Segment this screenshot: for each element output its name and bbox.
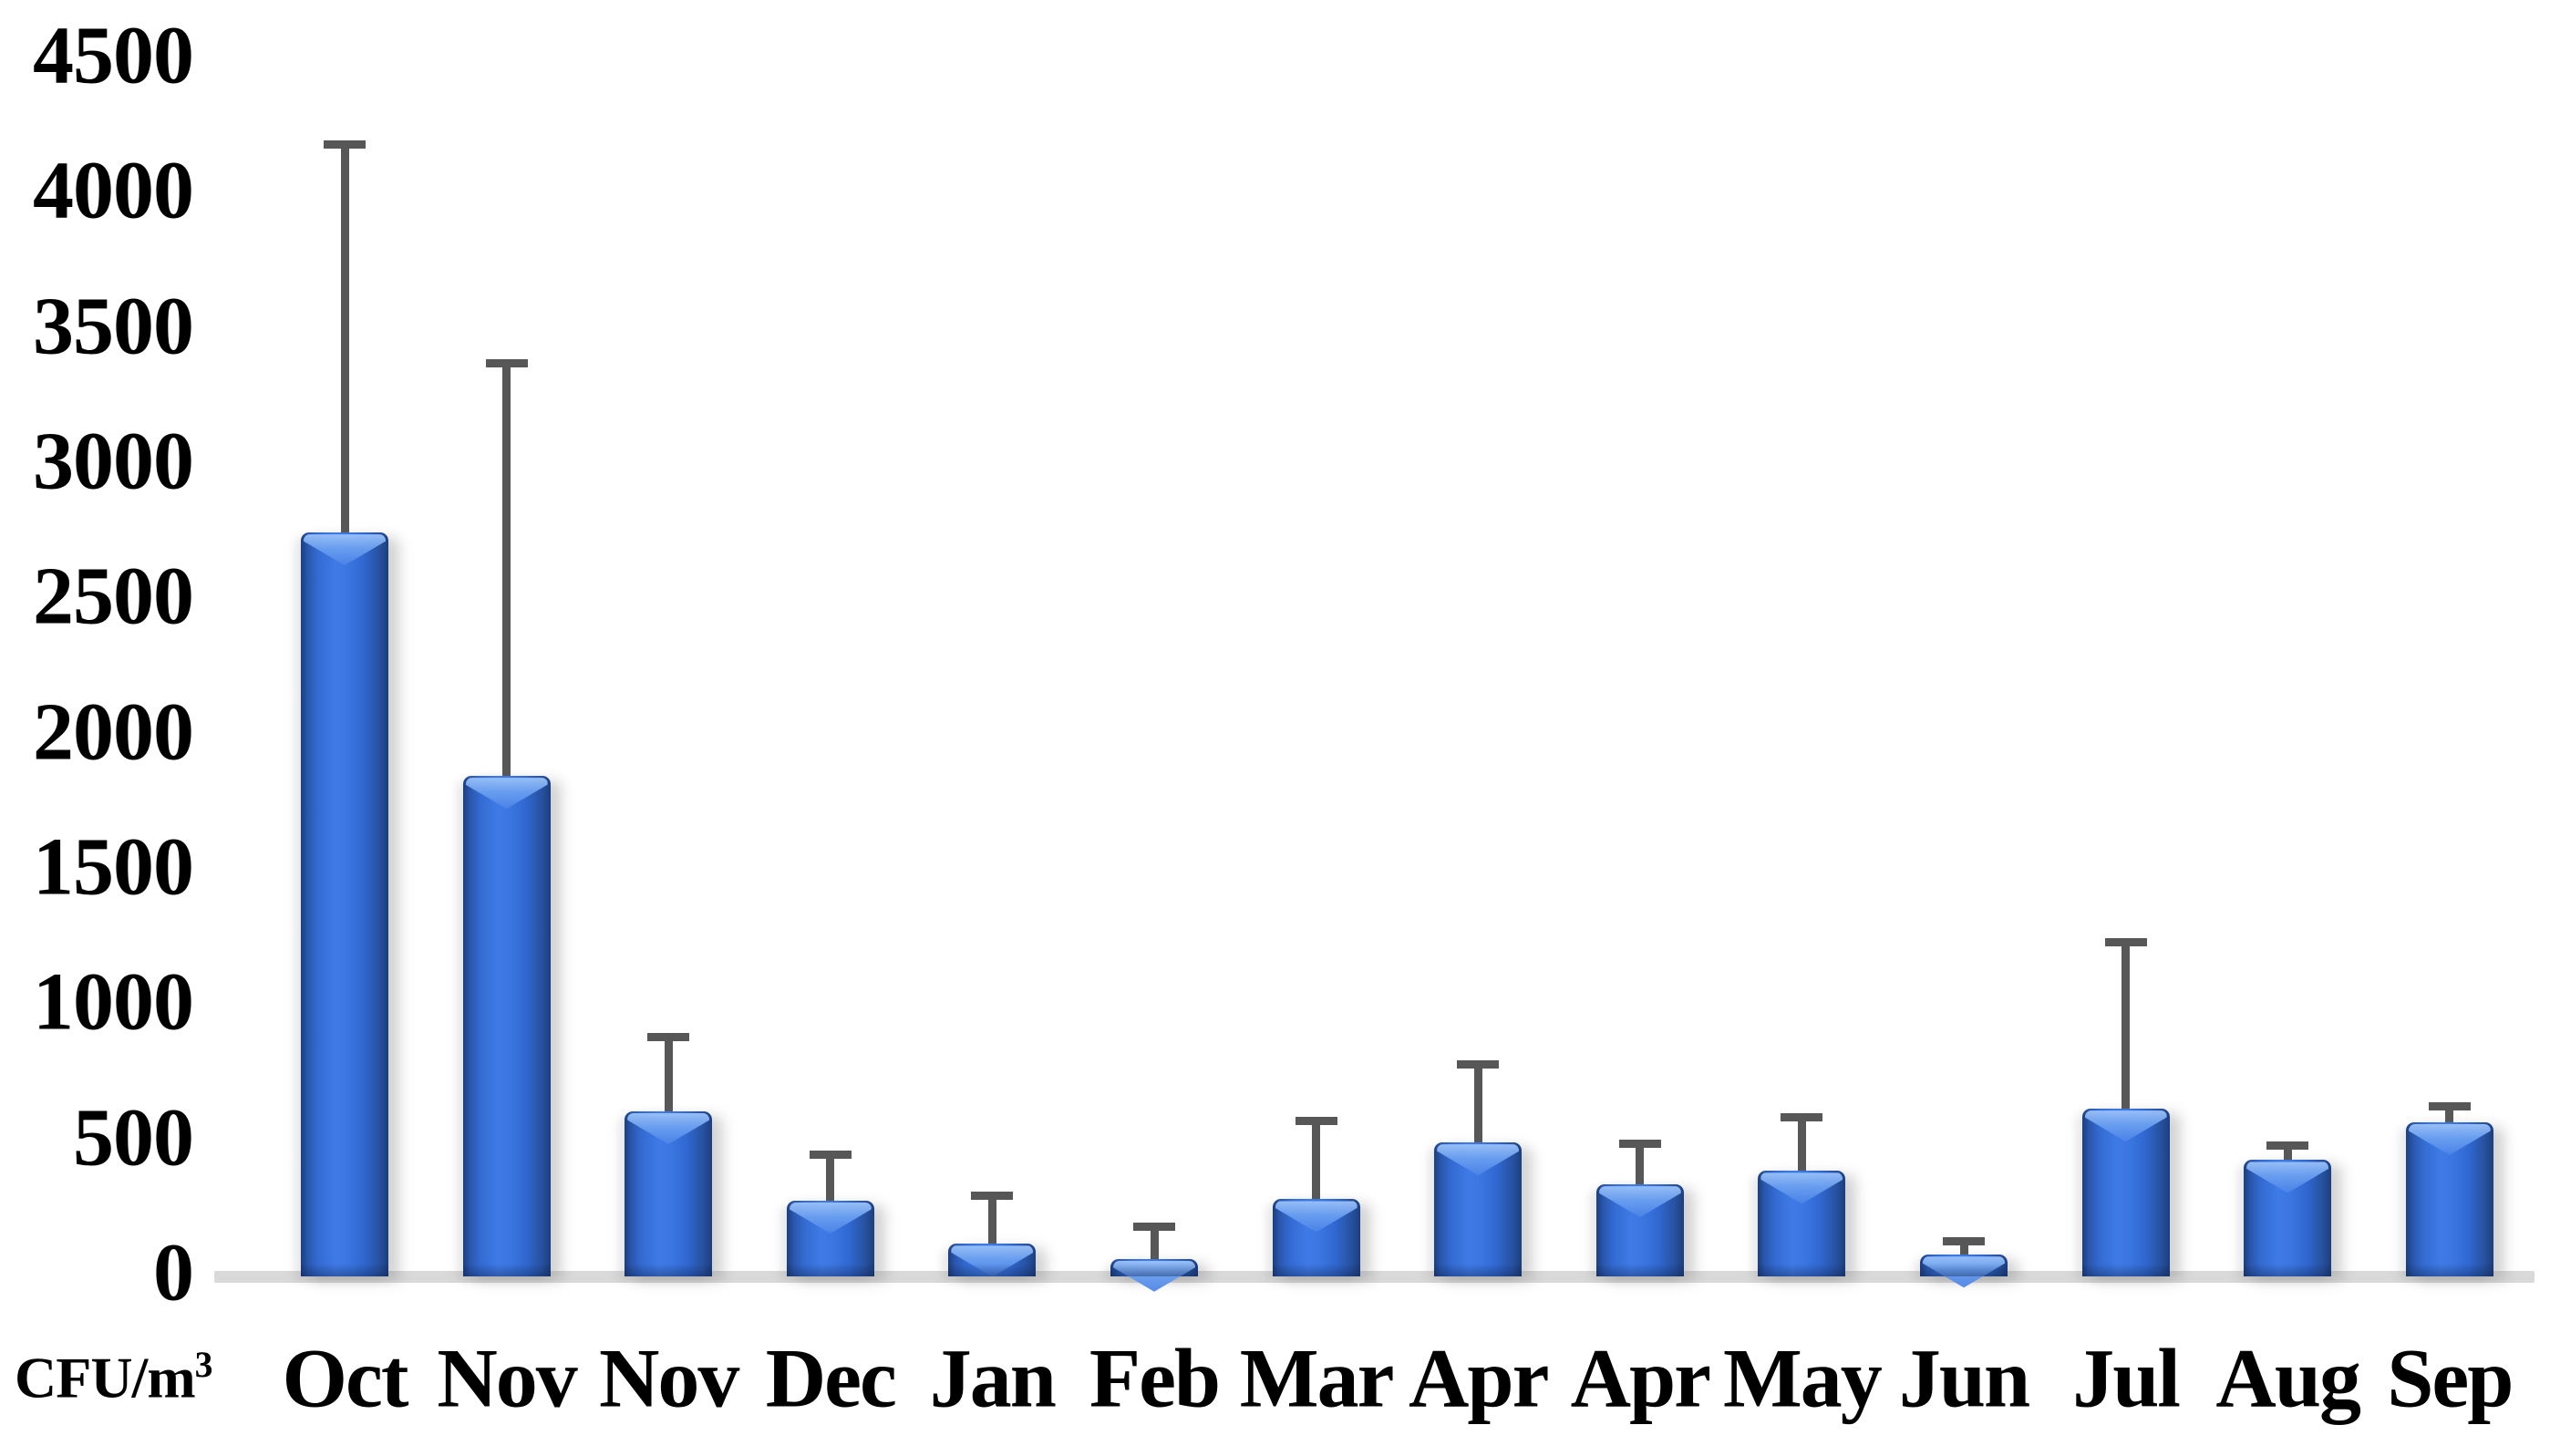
unit-text: CFU/m	[15, 1345, 196, 1410]
x-tick-label: Apr	[1570, 1331, 1711, 1425]
bar-bottom-shade	[948, 1264, 1037, 1276]
unit-exponent: 3	[194, 1344, 213, 1385]
bar-gloss-highlight	[465, 778, 548, 810]
error-bar-cap	[485, 359, 528, 368]
error-bar-line	[1959, 1237, 1968, 1255]
bar-bottom-shade	[1434, 1264, 1523, 1276]
error-bar-line	[340, 140, 349, 533]
bar-14-sep	[2405, 1121, 2493, 1276]
bar-gloss-highlight	[2246, 1162, 2329, 1193]
error-bar-line	[2283, 1141, 2292, 1161]
error-bar-line	[2445, 1101, 2454, 1122]
bar-gloss-highlight	[2408, 1123, 2491, 1155]
bar-gloss-highlight	[2084, 1110, 2167, 1142]
bar-8-apr	[1434, 1142, 1523, 1276]
x-tick-label: Jul	[2072, 1331, 2181, 1425]
error-bar-cap	[1781, 1112, 1823, 1121]
bar-bottom-shade	[1758, 1264, 1846, 1276]
x-tick-label: Apr	[1408, 1331, 1549, 1425]
bar-bottom-shade	[301, 1264, 388, 1276]
y-tick-label: 4000	[33, 145, 194, 236]
error-bar-line	[987, 1191, 996, 1244]
bar-bottom-shade	[2244, 1264, 2332, 1276]
y-tick-label: 3500	[33, 281, 194, 372]
bar-bottom-shade	[2405, 1264, 2493, 1276]
bar-13-aug	[2244, 1160, 2332, 1276]
bar-5-jan	[948, 1244, 1037, 1277]
y-tick-label: 2000	[33, 687, 194, 778]
x-tick-label: May	[1722, 1331, 1883, 1425]
y-tick-label: 1500	[33, 821, 194, 913]
error-bar-cap	[1133, 1222, 1175, 1231]
bar-1-oct	[301, 532, 388, 1276]
bar-9-apr	[1595, 1184, 1684, 1276]
error-bar-cap	[971, 1191, 1014, 1200]
error-bar-line	[1797, 1112, 1806, 1172]
error-bar-line	[502, 359, 511, 777]
error-bar-line	[2122, 938, 2131, 1110]
bar-gloss-highlight	[1598, 1186, 1681, 1218]
bar-bottom-shade	[462, 1264, 551, 1276]
x-tick-label: Dec	[765, 1331, 897, 1425]
bar-gloss-highlight	[1437, 1144, 1520, 1176]
y-tick-label: 4500	[33, 10, 194, 101]
x-tick-label: Oct	[282, 1331, 408, 1425]
bar-gloss-highlight	[1275, 1201, 1358, 1233]
bar-bottom-shade	[1920, 1264, 2008, 1276]
bar-7-mar	[1272, 1199, 1360, 1276]
error-bar-cap	[1457, 1059, 1500, 1069]
bar-10-may	[1758, 1171, 1846, 1276]
x-tick-label: Aug	[2215, 1331, 2361, 1425]
bar-11-jun	[1920, 1255, 2008, 1288]
bar-bottom-shade	[786, 1264, 874, 1276]
error-bar-cap	[647, 1033, 690, 1041]
error-bar-cap	[809, 1151, 852, 1160]
x-tick-label: Sep	[2387, 1331, 2514, 1425]
y-tick-label: 2500	[33, 551, 194, 642]
error-bar-cap	[1618, 1140, 1661, 1149]
y-axis-unit-label: CFU/m3	[15, 1344, 212, 1411]
y-tick-label: 3000	[33, 416, 194, 507]
error-bar-line	[1312, 1116, 1321, 1200]
error-bar-cap	[324, 140, 366, 149]
error-bar-line	[826, 1151, 835, 1201]
bar-3-nov	[625, 1111, 713, 1276]
bar-bottom-shade	[2081, 1264, 2170, 1276]
bar-4-dec	[786, 1200, 874, 1276]
error-bar-cap	[2266, 1141, 2309, 1150]
bar-2-nov	[462, 776, 551, 1276]
error-bar-cap	[1943, 1236, 1985, 1245]
error-bar-line	[1473, 1059, 1482, 1143]
bar-gloss-highlight	[1760, 1172, 1843, 1204]
x-tick-label: Feb	[1089, 1331, 1221, 1425]
bar-12-jul	[2081, 1109, 2170, 1276]
bar-gloss-highlight	[304, 534, 386, 566]
y-tick-label: 0	[153, 1227, 194, 1318]
bar-gloss-highlight	[789, 1202, 872, 1234]
error-bar-cap	[2104, 938, 2147, 947]
bar-bottom-shade	[625, 1264, 713, 1276]
bar-gloss-highlight	[627, 1113, 710, 1145]
error-bar-cap	[2428, 1101, 2471, 1110]
x-axis-line	[214, 1271, 2535, 1283]
bar-bottom-shade	[1272, 1264, 1360, 1276]
x-tick-label: Nov	[598, 1331, 739, 1425]
y-tick-label: 1000	[33, 956, 194, 1048]
bar-6-feb	[1110, 1258, 1198, 1292]
error-bar-line	[1150, 1222, 1159, 1259]
x-tick-label: Jun	[1898, 1331, 2030, 1425]
error-bar-line	[1636, 1140, 1645, 1185]
y-tick-label: 500	[73, 1092, 194, 1183]
bar-bottom-shade	[1110, 1264, 1198, 1276]
error-bar-cap	[1295, 1116, 1337, 1125]
x-tick-label: Nov	[437, 1331, 577, 1425]
error-bar-line	[664, 1033, 673, 1112]
bar-bottom-shade	[1595, 1264, 1684, 1276]
x-tick-label: Mar	[1239, 1331, 1395, 1425]
x-tick-label: Jan	[929, 1331, 1057, 1425]
